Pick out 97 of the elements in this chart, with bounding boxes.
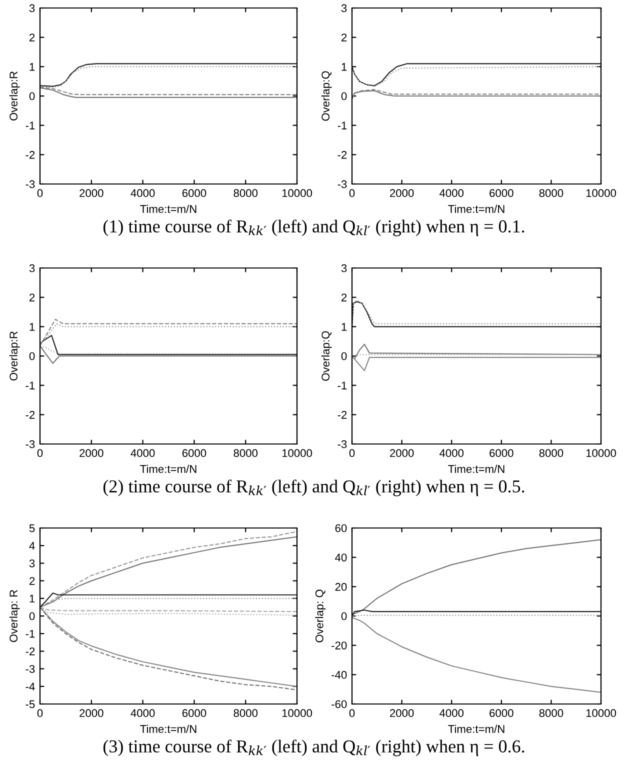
y-tick-label: 1 [30, 323, 35, 331]
y-tick-label: 60 [335, 524, 347, 532]
x-tick-label: 4000 [440, 449, 464, 458]
y-tick-label: 0 [29, 92, 35, 100]
x-tick-label: 0 [37, 449, 43, 458]
x-tick-label: 2000 [80, 189, 104, 198]
y-tick-label: -3 [26, 180, 35, 188]
x-tick-label: 8000 [539, 709, 564, 718]
y-tick-label: 1 [30, 594, 35, 602]
x-tick-label: 0 [349, 709, 355, 718]
x-tick-label: 0 [349, 189, 355, 198]
y-tick-label: 0 [341, 612, 347, 620]
x-tick-label: 8000 [234, 709, 258, 718]
y-tick-label: 2 [342, 34, 347, 42]
y-tick-label: 5 [29, 524, 35, 532]
y-tick-label: -1 [26, 122, 35, 130]
x-tick-label: 4000 [440, 709, 464, 718]
y-tick-label: 0 [29, 612, 35, 620]
y-axis-title: Overlap:Q [321, 71, 332, 121]
x-tick-label: 2000 [390, 709, 414, 718]
x-tick-label: 10000 [586, 709, 616, 718]
x-tick-label: 2000 [80, 709, 104, 718]
y-tick-label: -2 [338, 410, 347, 419]
x-tick-label: 8000 [539, 189, 564, 198]
x-tick-label: 6000 [490, 189, 514, 198]
y-tick-label: 1 [342, 323, 347, 331]
y-tick-label: 2 [30, 34, 35, 42]
y-tick-label: 0 [341, 92, 347, 100]
x-tick-label: 8000 [234, 189, 258, 198]
x-tick-label: 6000 [182, 709, 206, 718]
y-tick-label: -3 [26, 440, 35, 448]
y-tick-label: 3 [341, 264, 347, 272]
x-tick-label: 0 [349, 449, 355, 458]
x-tick-label: 6000 [182, 449, 206, 458]
x-tick-label: 10000 [282, 189, 312, 198]
y-tick-label: -3 [338, 180, 347, 188]
x-tick-label: 2000 [390, 189, 414, 198]
y-tick-label: 2 [30, 294, 35, 302]
y-tick-label: 1 [342, 63, 347, 71]
x-tick-label: 8000 [234, 449, 258, 458]
x-axis-title: Time:t=m/N [448, 204, 504, 213]
y-tick-label: 4 [29, 542, 35, 550]
y-tick-label: -5 [26, 700, 35, 708]
y-tick-label: 40 [335, 554, 347, 562]
y-tick-label: 3 [29, 264, 35, 272]
y-tick-label: 3 [29, 4, 35, 12]
x-tick-label: 4000 [440, 189, 464, 198]
text: (1) time course of R$_{kk′}$ (left) and Q$_{kl′}$ (right) when η = 0.1. [103, 220, 524, 236]
y-tick-label: 0 [341, 352, 347, 360]
y-tick-label: -2 [26, 150, 35, 159]
y-tick-label: 1 [30, 63, 35, 71]
x-axis-title: Time:t=m/N [140, 724, 196, 733]
x-tick-label: 10000 [586, 449, 616, 458]
y-axis-title: Overlap: R [9, 590, 20, 642]
x-tick-label: 0 [37, 189, 43, 198]
x-axis-title: Time:t=m/N [448, 724, 504, 733]
y-tick-label: 20 [335, 582, 347, 591]
x-tick-label: 2000 [80, 449, 104, 458]
y-tick-label: -3 [338, 440, 347, 448]
x-tick-label: 6000 [182, 189, 206, 198]
y-tick-label: 0 [29, 352, 35, 360]
y-axis-title: Overlap:R [9, 332, 20, 380]
x-tick-label: 10000 [282, 449, 312, 458]
y-tick-label: -20 [332, 642, 347, 650]
x-tick-label: 8000 [539, 449, 564, 458]
x-axis-title: Time:t=m/N [140, 204, 196, 213]
y-axis-title: Overlap:R [9, 72, 20, 120]
x-tick-label: 4000 [130, 449, 155, 458]
text: (2) time course of R$_{kk′}$ (left) and Q$_{kl′}$ (right) when η = 0.5. [103, 480, 524, 496]
y-axis-title: Overlap: Q [315, 590, 326, 642]
y-tick-label: -3 [26, 665, 35, 673]
x-tick-label: 6000 [490, 449, 514, 458]
x-tick-label: 4000 [130, 709, 155, 718]
y-tick-label: 2 [30, 577, 35, 585]
y-tick-label: -40 [332, 670, 347, 679]
y-tick-label: -2 [26, 647, 35, 656]
y-tick-label: -1 [338, 382, 347, 390]
y-axis-title: Overlap:Q [321, 331, 332, 381]
y-tick-label: -2 [26, 410, 35, 419]
y-tick-label: -2 [338, 150, 347, 159]
y-tick-label: -4 [26, 682, 35, 690]
x-tick-label: 10000 [282, 709, 312, 718]
y-tick-label: -1 [26, 630, 35, 638]
x-tick-label: 2000 [390, 449, 414, 458]
y-tick-label: -1 [26, 382, 35, 390]
y-tick-label: 3 [29, 559, 35, 568]
y-tick-label: 3 [341, 4, 347, 12]
y-tick-label: 2 [342, 294, 347, 302]
x-tick-label: 6000 [490, 709, 514, 718]
text: (3) time course of R$_{kk′}$ (left) and Q$_{kl′}$ (right) when η = 0.6. [103, 740, 524, 756]
y-tick-label: -60 [332, 700, 347, 708]
x-tick-label: 0 [37, 709, 43, 718]
x-axis-title: Time:t=m/N [448, 464, 504, 473]
x-axis-title: Time:t=m/N [140, 464, 196, 473]
x-tick-label: 4000 [130, 189, 155, 198]
y-tick-label: -1 [338, 122, 347, 130]
x-tick-label: 10000 [586, 189, 616, 198]
